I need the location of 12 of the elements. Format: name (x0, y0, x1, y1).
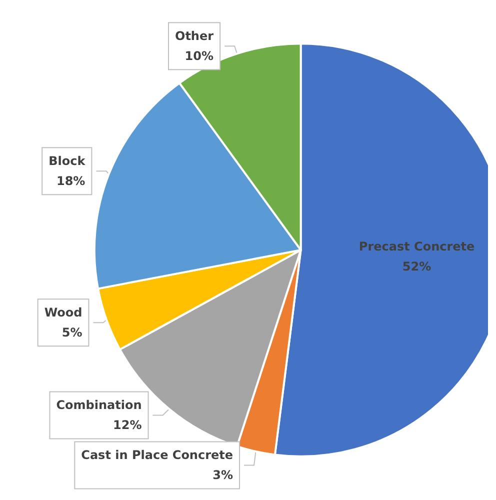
data-label: 3% (212, 468, 234, 482)
data-label: 12% (113, 418, 142, 432)
data-label: 18% (56, 174, 86, 188)
slice-label: Other (175, 29, 214, 44)
slice-label: Block (48, 154, 86, 168)
slice-label: Precast Concrete (358, 240, 475, 254)
slice-label: Combination (56, 398, 142, 412)
data-label: 10% (184, 49, 214, 64)
slice-label: Cast in Place Concrete (81, 448, 234, 462)
slice-label: Wood (44, 306, 82, 320)
data-label: 52% (402, 260, 432, 274)
data-label: 5% (62, 326, 82, 340)
